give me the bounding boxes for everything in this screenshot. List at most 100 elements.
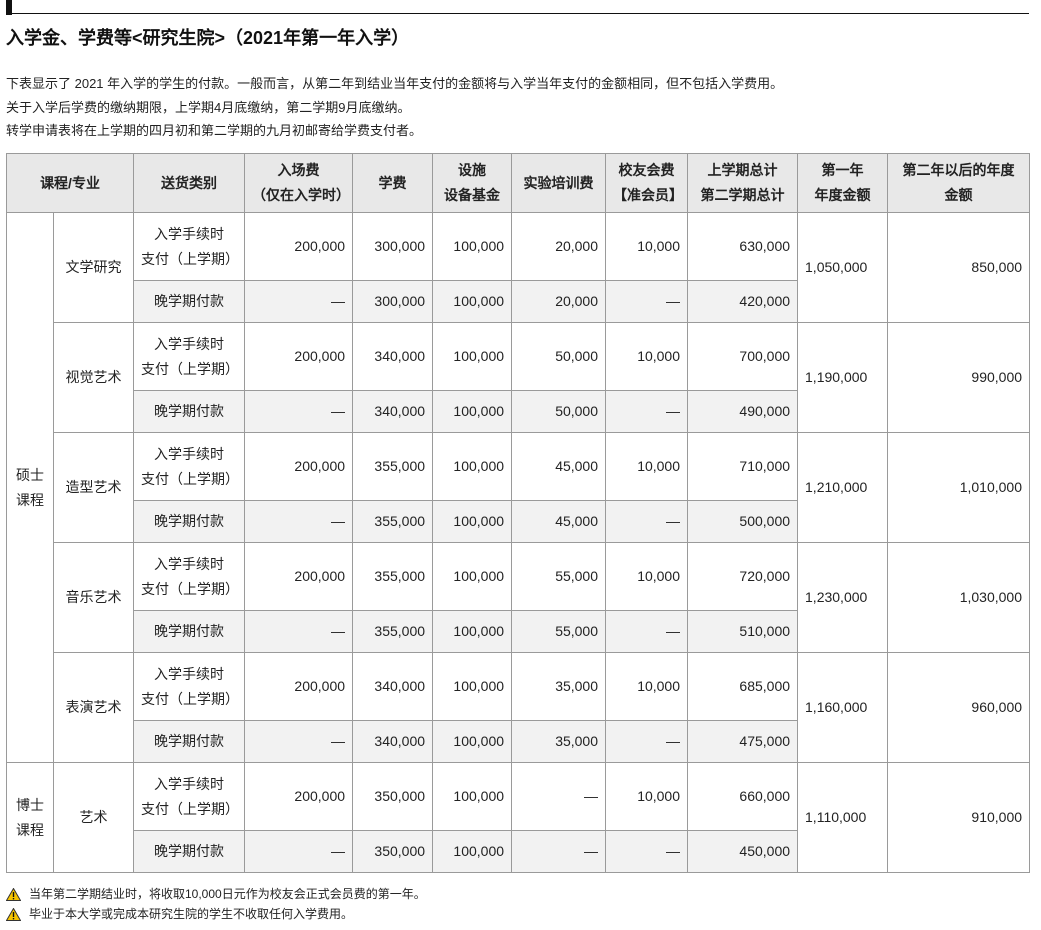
payment-type: 晚学期付款 <box>133 280 246 323</box>
amount-cell: 100,000 <box>432 390 513 433</box>
amount-cell: 100,000 <box>432 830 513 873</box>
note-text: 当年第二学期结业时，将收取10,000日元作为校友会正式会员费的第一年。 <box>29 887 426 901</box>
header-row: 课程/专业 送货类别 入场费 （仅在入学时） 学费 设施 设备基金 实验培训费 校友会费 【… <box>5 153 1031 213</box>
amount-cell: 20,000 <box>511 212 607 281</box>
amount-cell: 660,000 <box>687 762 799 831</box>
amount-cell: 500,000 <box>687 500 799 543</box>
intro-line: 关于入学后学费的缴纳期限，上学期4月底缴纳，第二学期9月底缴纳。 <box>6 99 411 115</box>
amount-cell: 100,000 <box>432 652 513 721</box>
amount-cell: 350,000 <box>352 830 434 873</box>
amount-cell: 20,000 <box>511 280 607 323</box>
program-cell: 造型艺术 <box>52 432 135 543</box>
amount-cell: 10,000 <box>605 652 689 721</box>
header-cell: 入场费 （仅在入学时） <box>244 153 354 213</box>
amount-cell: — <box>244 500 354 543</box>
program-cell: 视觉艺术 <box>52 322 135 433</box>
table-row: 晚学期付款 —350,000 100,000— —450,000 <box>7 830 1030 873</box>
year2-amount: 960,000 <box>887 652 1031 763</box>
amount-cell: — <box>244 830 354 873</box>
header-cell: 课程/专业 <box>5 153 135 213</box>
table-row: 造型艺术 入学手续时 支付（上学期） 200,000 355,000 100,000 45… <box>7 432 1031 543</box>
year1-amount: 1,050,000 <box>797 212 889 323</box>
table-row: 晚学期付款 —300,000 100,000 20,000—420,000 <box>7 280 1030 323</box>
amount-cell: 10,000 <box>605 212 689 281</box>
table-body: 硕士 课程 文学研究 入学手续时 支付（上学期） 200,000 300,000 100,… <box>6 212 1031 873</box>
amount-cell: 300,000 <box>352 280 434 323</box>
notes: 当年第二学期结业时，将收取10,000日元作为校友会正式会员费的第一年。 毕业于本… <box>6 884 426 924</box>
amount-cell: 490,000 <box>687 390 799 433</box>
amount-cell: 100,000 <box>432 500 513 543</box>
year2-amount: 910,000 <box>887 762 1031 873</box>
amount-cell: 340,000 <box>352 322 434 391</box>
amount-cell: 200,000 <box>244 652 354 721</box>
amount-cell: 100,000 <box>432 212 513 281</box>
intro: 下表显示了 2021 年入学的学生的付款。一般而言，从第二年到结业当年支付的金额… <box>6 72 783 143</box>
amount-cell: — <box>511 762 607 831</box>
table-row: 晚学期付款 —340,000 100,000 35,000—475,000 <box>7 720 1030 763</box>
table-row: 博士 课程 艺术 入学手续时 支付（上学期） 200,000 350,000 100,00… <box>6 762 1031 873</box>
amount-cell: — <box>605 830 689 873</box>
amount-cell: 685,000 <box>687 652 799 721</box>
amount-cell: 350,000 <box>352 762 434 831</box>
header-cell: 第二年以后的年度 金额 <box>887 153 1031 213</box>
header-cell: 送货类别 <box>133 153 246 213</box>
amount-cell: 100,000 <box>432 432 513 501</box>
amount-cell: 355,000 <box>352 432 434 501</box>
amount-cell: 420,000 <box>687 280 799 323</box>
year1-amount: 1,190,000 <box>797 322 889 433</box>
payment-type: 晚学期付款 <box>133 830 246 873</box>
title: 入学金、学费等<研究生院>（2021年第一年入学） <box>6 28 410 48</box>
amount-cell: 710,000 <box>687 432 799 501</box>
table-row: 硕士 课程 文学研究 入学手续时 支付（上学期） 200,000 300,000 100,… <box>6 212 1031 763</box>
header-cell: 设施 设备基金 <box>432 153 513 213</box>
amount-cell: 45,000 <box>511 432 607 501</box>
header-cell: 学费 <box>352 153 434 213</box>
table-row: 表演艺术 入学手续时 支付（上学期） 200,000 340,000 100,000 35… <box>7 652 1031 763</box>
amount-cell: — <box>605 390 689 433</box>
payment-type: 晚学期付款 <box>133 390 246 433</box>
amount-cell: — <box>244 280 354 323</box>
amount-cell: 55,000 <box>511 610 607 653</box>
note-text: 毕业于本大学或完成本研究生院的学生不收取任何入学费用。 <box>29 907 354 921</box>
payment-type: 入学手续时 支付（上学期） <box>133 432 246 501</box>
amount-cell: 720,000 <box>687 542 799 611</box>
program-cell: 文学研究 <box>52 212 135 323</box>
note: 当年第二学期结业时，将收取10,000日元作为校友会正式会员费的第一年。 <box>6 884 426 904</box>
payment-type: 入学手续时 支付（上学期） <box>133 212 246 281</box>
payment-type: 晚学期付款 <box>133 720 246 763</box>
year1-amount: 1,230,000 <box>797 542 889 653</box>
header-cell: 实验培训费 <box>511 153 607 213</box>
warning-icon <box>6 887 21 901</box>
amount-cell: 200,000 <box>244 542 354 611</box>
amount-cell: 450,000 <box>687 830 799 873</box>
amount-cell: 55,000 <box>511 542 607 611</box>
year1-amount: 1,210,000 <box>797 432 889 543</box>
amount-cell: 100,000 <box>432 762 513 831</box>
amount-cell: 45,000 <box>511 500 607 543</box>
payment-type: 入学手续时 支付（上学期） <box>133 322 246 391</box>
table-row: 晚学期付款 —355,000 100,000 55,000—510,000 <box>7 610 1030 653</box>
amount-cell: 10,000 <box>605 762 689 831</box>
year2-amount: 990,000 <box>887 322 1031 433</box>
amount-cell: 475,000 <box>687 720 799 763</box>
title-marker <box>6 0 12 15</box>
table-row: 晚学期付款 —355,000 100,000 45,000—500,000 <box>7 500 1030 543</box>
amount-cell: 10,000 <box>605 322 689 391</box>
amount-cell: 100,000 <box>432 610 513 653</box>
note: 毕业于本大学或完成本研究生院的学生不收取任何入学费用。 <box>6 904 426 924</box>
amount-cell: — <box>244 720 354 763</box>
amount-cell: — <box>605 500 689 543</box>
amount-cell: 510,000 <box>687 610 799 653</box>
amount-cell: 10,000 <box>605 542 689 611</box>
table-row: 音乐艺术 入学手续时 支付（上学期） 200,000 355,000 100,000 55… <box>7 542 1031 653</box>
payment-type: 晚学期付款 <box>133 500 246 543</box>
intro-line: 下表显示了 2021 年入学的学生的付款。一般而言，从第二年到结业当年支付的金额… <box>6 76 784 91</box>
amount-cell: 200,000 <box>244 762 354 831</box>
table-row: 晚学期付款 —340,000 100,000 50,000—490,000 <box>7 390 1030 433</box>
year1-amount: 1,110,000 <box>797 762 889 873</box>
payment-type: 入学手续时 支付（上学期） <box>133 762 246 831</box>
amount-cell: — <box>244 610 354 653</box>
payment-type: 晚学期付款 <box>133 610 246 653</box>
